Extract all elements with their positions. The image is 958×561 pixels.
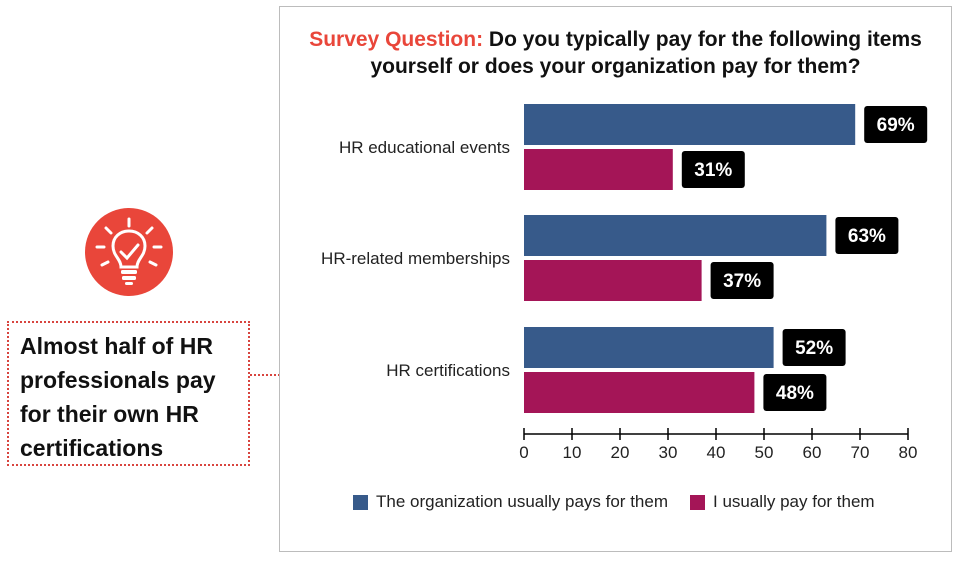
x-tick-label-30: 30	[659, 443, 678, 462]
legend-swatch-organization	[353, 494, 368, 510]
bar-hr-certifications-organization	[524, 327, 774, 368]
data-label-hr-certifications-self: 48%	[776, 383, 814, 404]
data-label-badge-hr-related-memberships-self	[710, 262, 774, 299]
chart-title-text: Do you typically pay for the following i…	[370, 28, 922, 78]
callout-text: Almost half of HR professionals pay for …	[20, 333, 216, 461]
x-tick-label-50: 50	[755, 443, 774, 462]
legend-item-organization: The organization usually pays for them	[353, 492, 668, 512]
data-label-hr-educational-events-self: 31%	[694, 160, 732, 181]
data-label-badge-hr-educational-events-self	[681, 151, 745, 188]
callout-box: Almost half of HR professionals pay for …	[7, 321, 250, 466]
legend-label-organization: The organization usually pays for them	[376, 492, 668, 511]
category-label-hr-related-memberships: HR-related memberships	[321, 249, 510, 268]
legend-label-self: I usually pay for them	[713, 492, 875, 511]
data-label-badge-hr-certifications-self	[763, 374, 827, 411]
data-label-badge-hr-certifications-organization	[782, 329, 846, 366]
legend: The organization usually pays for them I…	[353, 491, 897, 513]
x-tick-label-10: 10	[563, 443, 582, 462]
legend-item-self: I usually pay for them	[690, 492, 875, 512]
chart-title: Survey Question: Do you typically pay fo…	[280, 26, 951, 80]
data-label-badge-hr-educational-events-organization	[864, 106, 928, 143]
lightbulb-check-icon	[84, 207, 174, 297]
data-label-hr-certifications-organization: 52%	[795, 338, 833, 359]
x-tick-label-80: 80	[899, 443, 918, 462]
chart-title-prefix: Survey Question:	[309, 28, 484, 51]
x-tick-label-60: 60	[803, 443, 822, 462]
x-tick-label-20: 20	[611, 443, 630, 462]
category-label-hr-educational-events: HR educational events	[339, 138, 510, 157]
category-label-hr-certifications: HR certifications	[386, 361, 510, 380]
bar-hr-related-memberships-organization	[524, 215, 827, 256]
legend-swatch-self	[690, 494, 705, 510]
x-tick-label-0: 0	[519, 443, 528, 462]
x-tick-label-70: 70	[851, 443, 870, 462]
bar-hr-certifications-self	[524, 372, 755, 413]
x-tick-label-40: 40	[707, 443, 726, 462]
chart-panel: Survey Question: Do you typically pay fo…	[279, 6, 952, 552]
bar-hr-educational-events-self	[524, 149, 673, 190]
data-label-badge-hr-related-memberships-organization	[835, 217, 899, 254]
data-label-hr-related-memberships-self: 37%	[723, 271, 761, 292]
data-label-hr-related-memberships-organization: 63%	[848, 226, 886, 247]
bar-chart: HR educational events 69% 31% HR-related me…	[321, 104, 928, 462]
bar-hr-related-memberships-self	[524, 260, 702, 301]
bar-hr-educational-events-organization	[524, 104, 856, 145]
data-label-hr-educational-events-organization: 69%	[877, 115, 915, 136]
